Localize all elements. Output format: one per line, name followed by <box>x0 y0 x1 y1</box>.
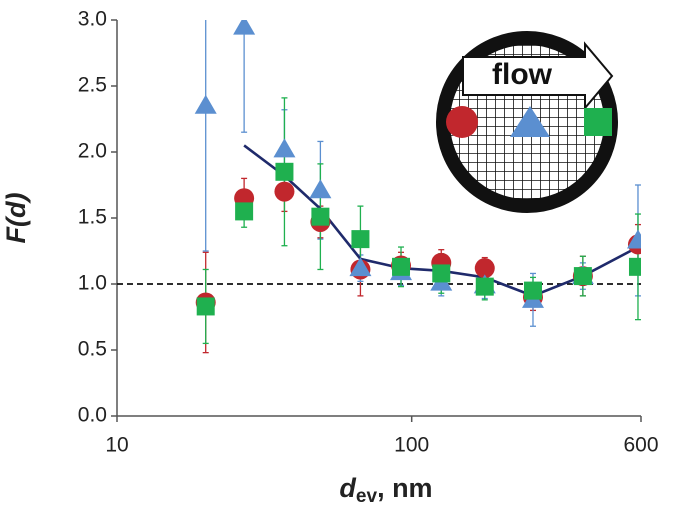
error-bar <box>241 20 248 133</box>
point <box>273 138 296 158</box>
error-bar <box>202 20 209 252</box>
fit-line <box>243 144 639 298</box>
y-tick-label: 1.0 <box>78 272 107 295</box>
x-label-subscript: ev <box>356 486 378 507</box>
x-label-unit: , nm <box>377 473 433 503</box>
point <box>233 20 256 35</box>
x-label-symbol: d <box>339 473 356 503</box>
point <box>628 257 641 276</box>
point <box>274 181 295 202</box>
point <box>309 179 332 199</box>
axes <box>111 19 642 422</box>
point <box>523 281 542 300</box>
inset-triangle <box>510 106 550 137</box>
y-tick-label: 2.0 <box>78 140 107 163</box>
y-axis-label: F(d) <box>1 193 31 244</box>
point <box>194 94 217 114</box>
y-tick-label: 0.0 <box>78 404 107 427</box>
x-tick-label: 600 <box>623 434 658 457</box>
y-tick-label: 0.5 <box>78 338 107 361</box>
point <box>573 267 592 286</box>
point <box>311 207 330 226</box>
inset-square <box>584 108 612 136</box>
inset-circle <box>446 106 478 138</box>
point <box>626 229 641 249</box>
flow-arrow <box>462 41 614 111</box>
x-tick-label: 10 <box>105 434 128 457</box>
point <box>196 297 215 316</box>
point <box>275 162 294 181</box>
point <box>235 202 254 221</box>
point <box>474 258 495 279</box>
point <box>349 257 372 277</box>
flow-label: flow <box>492 58 553 91</box>
x-tick-label: 100 <box>394 434 429 457</box>
point <box>392 257 411 276</box>
y-tick-label: 1.5 <box>78 206 107 229</box>
y-tick-label: 2.5 <box>78 74 107 97</box>
x-axis-label: dev, nm <box>339 473 432 507</box>
plot-area <box>117 20 641 354</box>
inset-diagram: flow <box>436 31 618 213</box>
y-tick-label: 3.0 <box>78 8 107 31</box>
point <box>351 230 370 249</box>
point <box>475 277 494 296</box>
point <box>432 264 451 283</box>
